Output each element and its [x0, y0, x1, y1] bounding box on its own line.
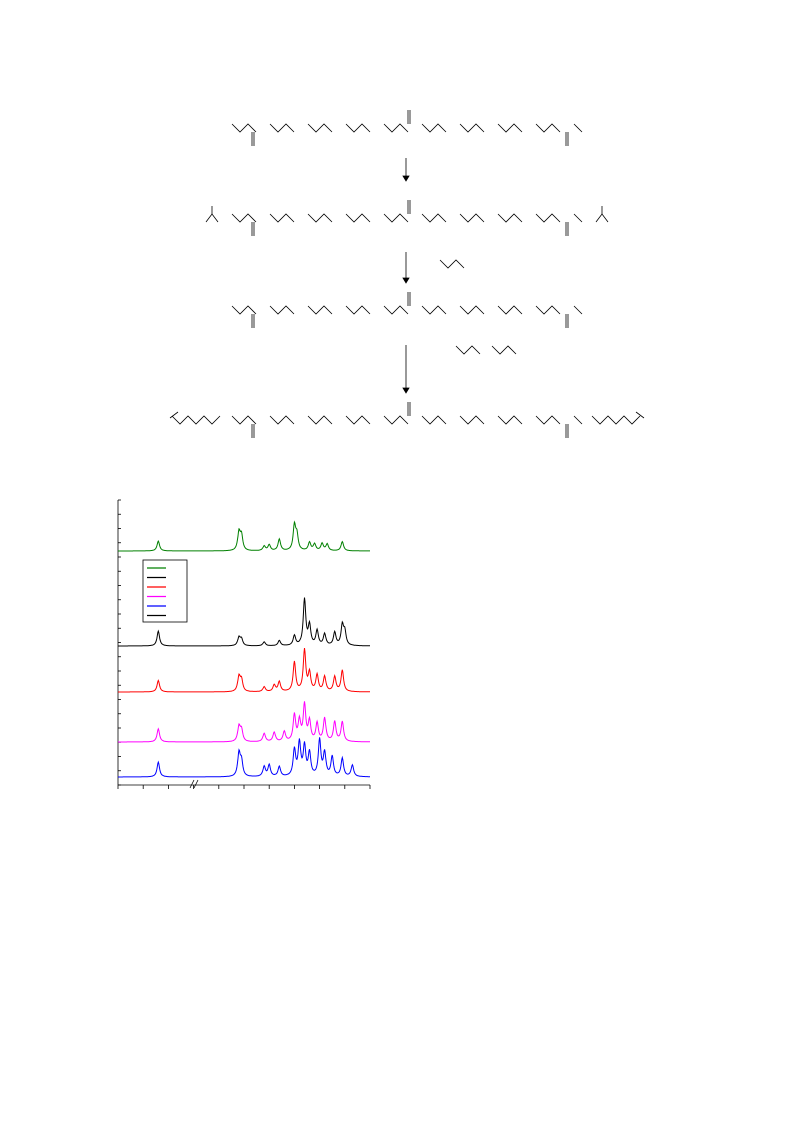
chain-segment — [421, 213, 447, 223]
chain-segment — [345, 123, 371, 133]
chart-legend — [142, 559, 188, 623]
series-line — [118, 648, 370, 693]
scheme-arrows — [402, 158, 410, 394]
chain-segment — [383, 213, 409, 223]
chain-segment — [573, 123, 583, 133]
chain-segment — [573, 415, 583, 425]
chain-segment — [269, 305, 295, 315]
chain-segment — [459, 305, 485, 315]
chain-segment — [535, 123, 561, 133]
chain-segment — [231, 305, 257, 315]
vinyl-double-bond — [169, 411, 179, 419]
chain-segment — [421, 415, 447, 425]
chain-segment — [345, 213, 371, 223]
chain-segment — [231, 415, 257, 425]
chain-segment — [497, 415, 523, 425]
chain-segment — [269, 213, 295, 223]
reagent-structure — [455, 345, 481, 355]
chain-segment — [345, 415, 371, 425]
chain-segment — [345, 305, 371, 315]
chain-segment — [231, 213, 257, 223]
legend-box — [142, 559, 188, 623]
chain-segment — [307, 415, 333, 425]
vinyl-end — [171, 415, 221, 425]
chain-segment — [307, 305, 333, 315]
chain-segment — [535, 305, 561, 315]
chain-segment — [459, 415, 485, 425]
reagent-structure — [439, 259, 465, 269]
series-line — [118, 520, 370, 552]
chart-traces — [118, 520, 370, 778]
chain-segment — [497, 213, 523, 223]
arrow-head — [402, 387, 410, 394]
chain-segment — [421, 305, 447, 315]
axis-break — [193, 779, 199, 789]
chain-segment — [269, 415, 295, 425]
chain-segment — [269, 123, 295, 133]
reaction-scheme — [169, 110, 645, 438]
axis-break — [189, 779, 195, 789]
series-line — [118, 597, 370, 647]
chain-segment — [307, 213, 333, 223]
chain-segment — [573, 213, 583, 223]
series-line — [118, 701, 370, 743]
chain-segment — [421, 123, 447, 133]
chain-segment — [497, 305, 523, 315]
vinyl-double-bond — [635, 411, 645, 419]
chain-segment — [383, 415, 409, 425]
chain-segment — [307, 123, 333, 133]
chain-segment — [497, 123, 523, 133]
chain-segment — [231, 123, 257, 133]
chain-segment — [459, 123, 485, 133]
chain-segment — [459, 213, 485, 223]
arrow-head — [402, 277, 410, 284]
reagent-structure — [491, 345, 517, 355]
chain-segment — [383, 123, 409, 133]
chain-segment — [573, 305, 583, 315]
scheme-structures — [169, 110, 645, 438]
chart-axes — [117, 499, 371, 789]
chain-segment — [535, 415, 561, 425]
arrow-head — [402, 175, 410, 182]
vinyl-end — [591, 415, 641, 425]
series-line — [118, 737, 370, 778]
chain-segment — [535, 213, 561, 223]
chain-segment — [383, 305, 409, 315]
